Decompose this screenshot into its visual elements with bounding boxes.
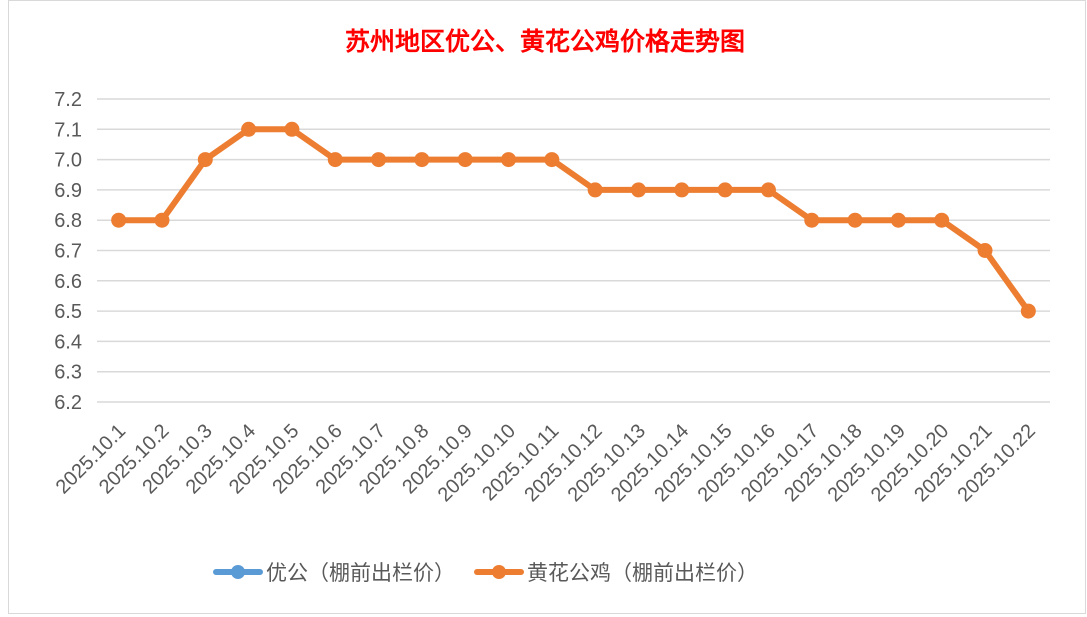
data-point bbox=[111, 212, 127, 228]
data-point bbox=[804, 212, 820, 228]
data-point bbox=[501, 152, 517, 168]
y-tick-label: 6.4 bbox=[54, 331, 82, 353]
y-tick-label: 6.9 bbox=[54, 180, 82, 202]
legend-label: 优公（棚前出栏价） bbox=[266, 561, 455, 585]
data-point bbox=[890, 212, 906, 228]
y-tick-label: 6.7 bbox=[54, 241, 82, 263]
data-point bbox=[934, 212, 950, 228]
data-point bbox=[630, 182, 646, 198]
data-point bbox=[717, 182, 733, 198]
series-line bbox=[118, 126, 1031, 313]
data-point bbox=[154, 212, 170, 228]
data-point bbox=[197, 152, 213, 168]
data-point bbox=[241, 121, 257, 137]
y-tick-label: 6.3 bbox=[54, 362, 82, 384]
chart-title: 苏州地区优公、黄花公鸡价格走势图 bbox=[345, 27, 745, 56]
legend-label: 黄花公鸡（棚前出栏价） bbox=[527, 561, 758, 585]
legend-marker bbox=[492, 565, 506, 579]
y-tick-label: 7.0 bbox=[54, 150, 82, 172]
y-tick-label: 6.6 bbox=[54, 271, 82, 293]
legend-marker bbox=[231, 565, 245, 579]
data-point bbox=[977, 243, 993, 258]
y-tick-label: 7.1 bbox=[54, 119, 82, 141]
data-point bbox=[457, 152, 473, 168]
data-point bbox=[1020, 303, 1036, 319]
data-point bbox=[760, 182, 776, 198]
data-point bbox=[327, 152, 343, 168]
data-point bbox=[544, 152, 560, 168]
data-point bbox=[847, 212, 863, 228]
y-tick-label: 6.5 bbox=[54, 301, 82, 323]
chart-area bbox=[8, 0, 1086, 614]
data-point bbox=[371, 152, 387, 168]
y-tick-label: 7.2 bbox=[54, 89, 82, 111]
data-point bbox=[284, 121, 300, 137]
data-point bbox=[414, 152, 430, 168]
data-point bbox=[587, 182, 603, 198]
data-point bbox=[674, 182, 690, 198]
y-tick-label: 6.2 bbox=[54, 392, 82, 414]
y-tick-label: 6.8 bbox=[54, 210, 82, 232]
